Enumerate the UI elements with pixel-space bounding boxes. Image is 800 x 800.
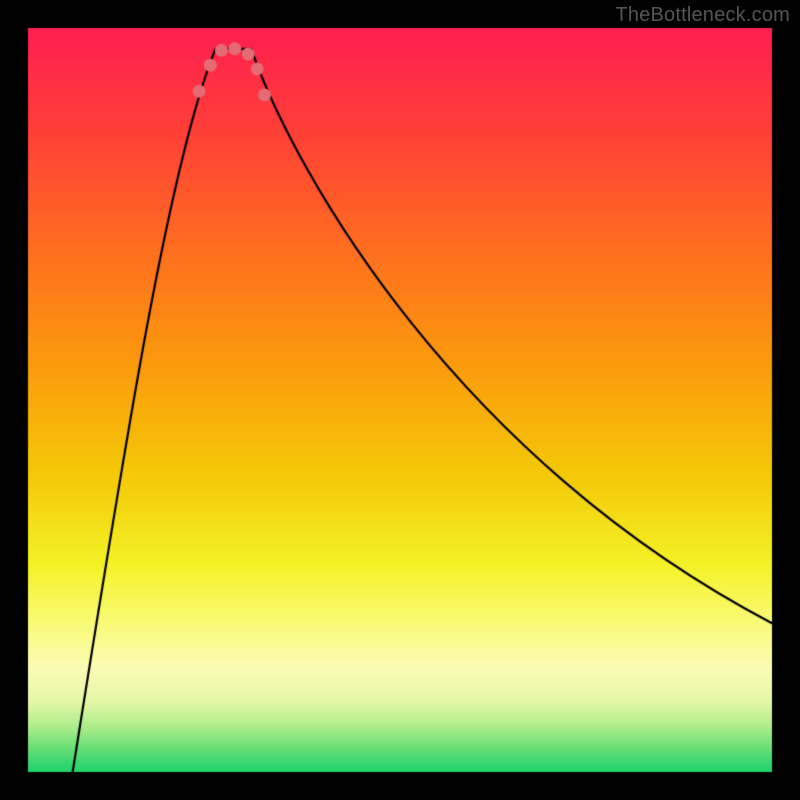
bottleneck-chart-canvas (0, 0, 800, 800)
chart-wrapper: { "image": { "width": 800, "height": 800… (0, 0, 800, 800)
